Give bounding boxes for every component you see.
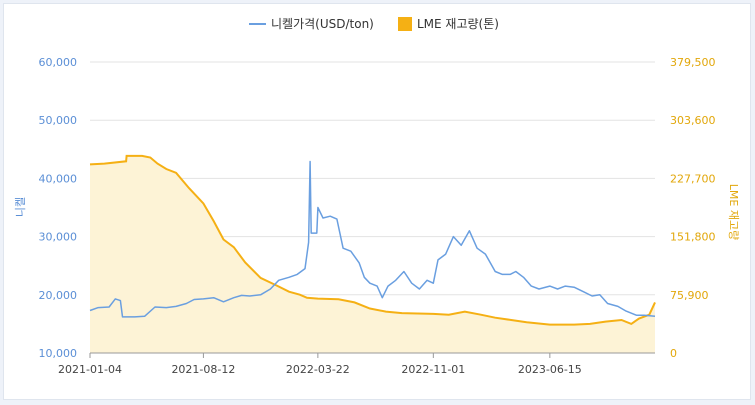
y-tick-label-left: 20,000 (39, 289, 78, 302)
legend-inventory-label[interactable]: LME 재고량(톤) (417, 17, 499, 31)
y-tick-label-right: 0 (670, 347, 677, 360)
y-tick-label-left: 50,000 (39, 114, 78, 127)
y-axis-title-left: 니켈 (14, 197, 27, 217)
x-tick-label: 2022-03-22 (286, 363, 350, 376)
inventory-series (89, 154, 656, 353)
y-tick-label-right: 227,700 (670, 172, 716, 185)
inventory-area-fill (90, 155, 655, 353)
x-tick-label: 2023-06-15 (518, 363, 582, 376)
inventory-line[interactable] (89, 154, 656, 326)
legend[interactable]: 니켈가격(USD/ton) LME 재고량(톤) (249, 17, 499, 31)
y-tick-label-left: 60,000 (39, 56, 78, 69)
y-tick-label-right: 379,500 (670, 56, 716, 69)
x-tick-label: 2021-08-12 (171, 363, 235, 376)
price-series (89, 160, 656, 318)
axes: 60,000 50,000 40,000 30,000 20,000 10,000 379,… (39, 56, 716, 376)
y-tick-label-left: 40,000 (39, 172, 78, 185)
legend-price-label[interactable]: 니켈가격(USD/ton) (271, 17, 374, 31)
y-tick-label-right: 75,900 (670, 289, 709, 302)
price-line[interactable] (89, 160, 656, 318)
y-axis-title-right: LME 재고량 (727, 184, 740, 240)
y-tick-label-right: 303,600 (670, 114, 716, 127)
legend-inventory-swatch (398, 17, 412, 31)
x-tick-label: 2022-11-01 (401, 363, 465, 376)
y-tick-label-left: 10,000 (39, 347, 78, 360)
y-tick-label-right: 151,800 (670, 231, 716, 244)
x-tick-label: 2021-01-04 (58, 363, 122, 376)
y-tick-label-left: 30,000 (39, 231, 78, 244)
